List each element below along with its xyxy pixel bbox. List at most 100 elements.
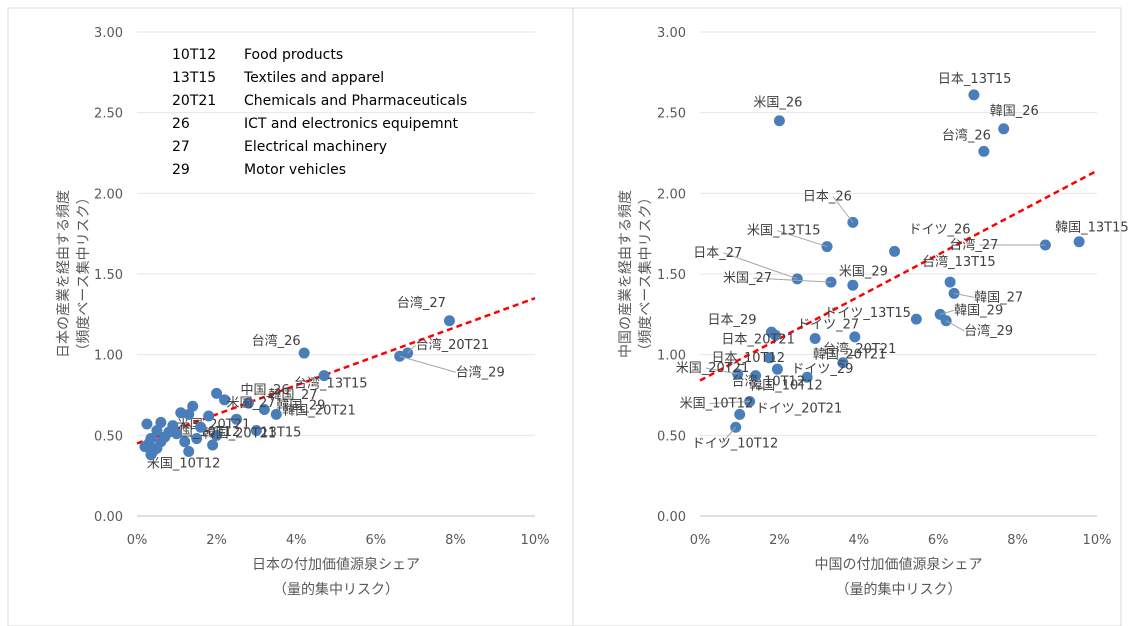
data-point: [763, 352, 775, 364]
chart-panel-2: 0.00 0.50 1.00 1.50 2.00 2.50 3.00 0% 2% 4% 6% 8% 10…: [618, 26, 1129, 598]
data-label: ドイツ_20T21: [756, 401, 843, 416]
data-label: 韓国_27: [268, 388, 317, 403]
y-tick-label: 1.00: [657, 349, 686, 364]
legend-code: 10T12: [172, 47, 216, 63]
data-label: 台湾_29: [964, 323, 1013, 339]
data-label: ドイツ_10T12: [692, 436, 779, 451]
leader-line: [709, 400, 750, 404]
x-tick-label: 4%: [848, 533, 869, 548]
y-axis-title: 中国の産業を経由する頻度: [618, 190, 634, 358]
data-point: [191, 433, 203, 445]
data-label: 米国_13T15: [747, 224, 821, 239]
legend-code: 26: [172, 116, 190, 132]
data-point: [944, 276, 956, 288]
data-label: 日本_13T15: [938, 72, 1012, 87]
data-point: [771, 363, 783, 375]
data-point: [968, 89, 980, 101]
data-point: [139, 441, 151, 453]
data-label: 台湾_10T12: [732, 374, 806, 390]
legend-code: 29: [172, 162, 190, 178]
x-axis-title: 日本の付加価値源泉シェア: [252, 556, 420, 573]
data-label: 台湾_26: [252, 333, 301, 349]
x-tick-label: 8%: [445, 533, 466, 548]
leader-line: [752, 277, 832, 283]
data-label: 韓国_10T12: [749, 378, 823, 393]
data-point: [849, 331, 861, 343]
data-label: 台湾_20T21: [823, 341, 897, 357]
y-tick-label: 0.00: [657, 510, 686, 525]
data-point: [250, 424, 262, 436]
data-label: 13T15: [260, 425, 301, 440]
data-point: [219, 394, 231, 406]
data-label: 台湾_20T21: [416, 337, 490, 353]
data-label: 中国_26: [241, 383, 290, 398]
data-point: [258, 404, 270, 416]
data-point: [1073, 236, 1085, 248]
leader-line: [723, 252, 798, 280]
legend-name: Electrical machinery: [244, 139, 387, 155]
x-tick-label: 2%: [769, 533, 790, 548]
y-tick-label: 0.50: [94, 429, 123, 444]
leader-line: [832, 196, 854, 223]
data-point: [242, 397, 254, 409]
y-tick-label: 2.50: [657, 107, 686, 122]
y-tick-label: 2.00: [657, 187, 686, 202]
y-axis-subtitle: （頻度ベース集中リスク）: [637, 190, 654, 357]
data-label: 韓国_29: [276, 399, 325, 414]
y-tick-label: 0.00: [94, 510, 123, 525]
data-label: 韓国_26: [990, 104, 1039, 119]
data-label: 米国_29: [839, 264, 888, 279]
data-point: [171, 428, 183, 440]
data-label: 米国_27: [723, 271, 772, 286]
data-point: [141, 418, 153, 430]
data-point: [978, 145, 990, 157]
data-point: [207, 439, 219, 451]
x-axis-subtitle: （量的集中リスク）: [836, 581, 962, 598]
data-label: 韓国_20T21: [203, 426, 277, 441]
data-point: [889, 245, 901, 257]
legend-name: Motor vehicles: [244, 162, 346, 178]
x-tick-label: 10%: [521, 533, 550, 548]
data-label: 台湾_27: [949, 237, 998, 253]
data-label: 台湾_26: [942, 127, 991, 143]
y-tick-label: 2.00: [94, 187, 123, 202]
data-point: [998, 123, 1010, 135]
x-tick-label: 6%: [928, 533, 949, 548]
data-point: [179, 436, 191, 448]
legend-code: 20T21: [172, 93, 216, 109]
trendline: [136, 297, 536, 445]
data-point: [151, 424, 163, 436]
leader-line: [776, 230, 828, 248]
data-label: 台湾_27: [397, 295, 446, 311]
leader-line: [953, 292, 975, 298]
data-label: 米国_10T12: [680, 396, 754, 411]
data-point: [183, 408, 195, 420]
y-tick-label: 1.50: [657, 268, 686, 283]
data-label: 中国_10T12: [167, 425, 241, 440]
data-label: 米国_26: [753, 96, 802, 111]
leader-line: [721, 426, 737, 444]
data-point: [211, 429, 223, 441]
y-tick-label: 3.00: [657, 26, 686, 41]
data-label: 韓国_20T21: [813, 348, 887, 363]
data-label: ドイツ_27: [797, 318, 859, 333]
legend-name: Textiles and apparel: [243, 70, 384, 86]
y-axis-subtitle: （頻度ベース集中リスク）: [75, 190, 92, 357]
x-tick-label: 10%: [1083, 533, 1112, 548]
data-label: 韓国_13T15: [1055, 221, 1129, 236]
data-point: [145, 449, 157, 461]
data-point: [773, 115, 785, 127]
leader-line: [940, 309, 955, 315]
x-tick-label: 8%: [1007, 533, 1028, 548]
data-label: 日本_26: [803, 189, 852, 204]
data-label: 韓国_20T21: [282, 403, 356, 418]
data-point: [801, 371, 813, 383]
data-label: 米国_20T21: [676, 361, 750, 376]
data-label: 米国_20T21: [177, 418, 251, 433]
data-point: [837, 357, 849, 369]
data-label: 米国_10T12: [147, 456, 221, 471]
data-point: [750, 370, 762, 382]
data-point: [211, 387, 223, 399]
